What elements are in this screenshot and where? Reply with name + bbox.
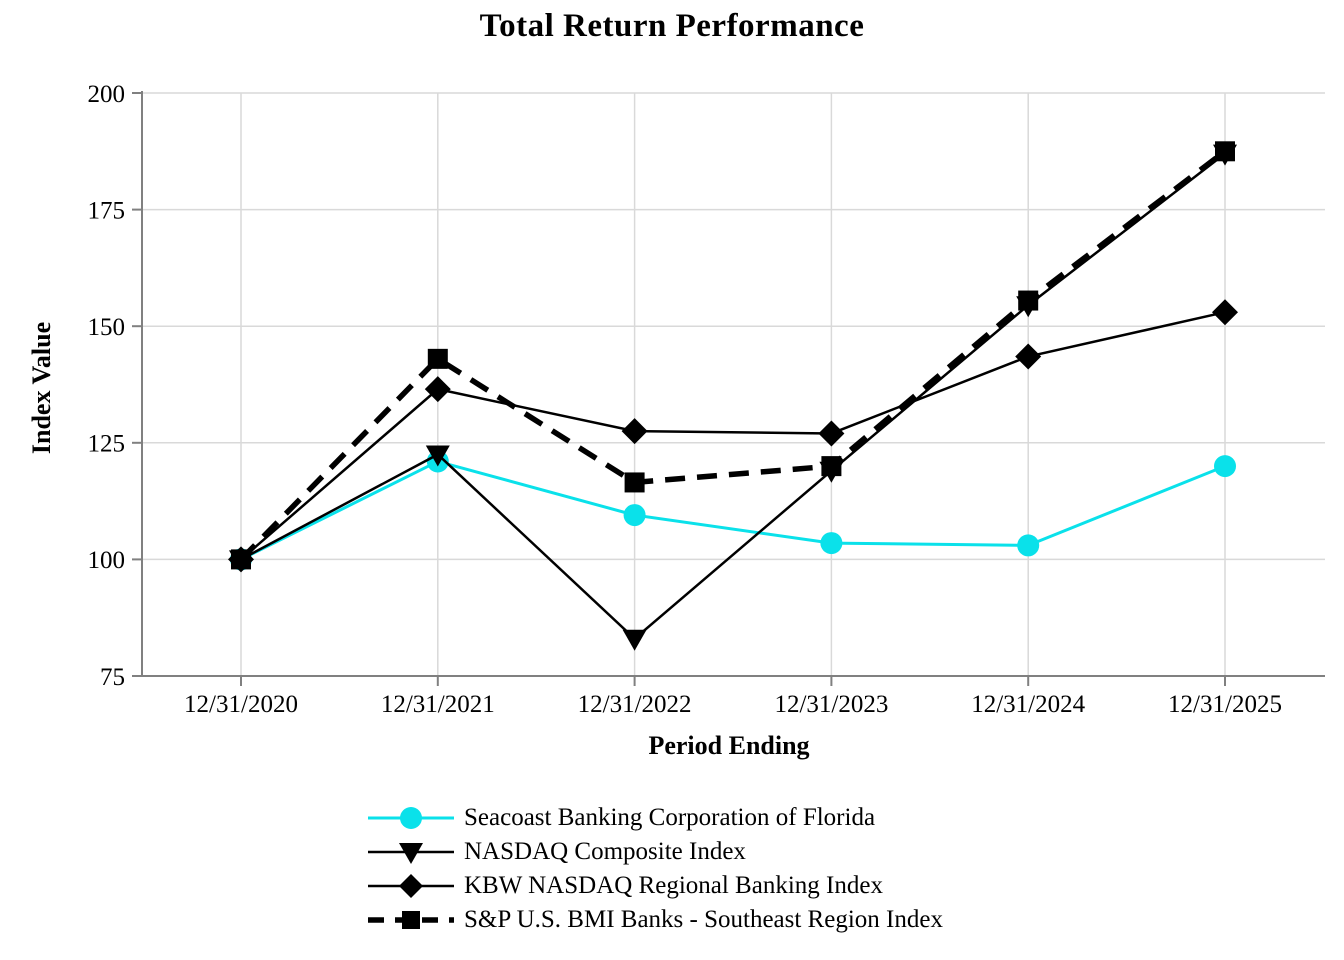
legend-marker-group (400, 807, 422, 829)
series-1 (229, 144, 1237, 651)
series-line (240, 459, 1226, 561)
triangle-down-marker (425, 445, 450, 467)
series-line (240, 310, 1226, 561)
square-marker (231, 549, 251, 570)
square-legend-marker (402, 911, 420, 929)
diamond-marker (424, 376, 451, 403)
x-tick-label: 12/31/2021 (381, 691, 495, 718)
x-tick-label: 12/31/2020 (184, 691, 298, 718)
circle-marker (623, 504, 646, 527)
x-tick-label: 12/31/2022 (578, 691, 692, 718)
legend-item-sp-southeast: S&P U.S. BMI Banks - Southeast Region In… (368, 903, 943, 937)
circle-marker (820, 532, 843, 555)
circle-marker (1214, 455, 1236, 478)
chart-legend: Seacoast Banking Corporation of Florida … (368, 801, 943, 937)
triangle-down-marker (622, 629, 647, 651)
series-2 (228, 299, 1238, 573)
series-3 (231, 141, 1235, 570)
y-tick-label: 150 (88, 314, 126, 341)
square-marker-swatch (368, 911, 454, 929)
legend-marker-group (399, 843, 423, 864)
legend-marker-group (399, 874, 423, 898)
diamond-marker (1212, 299, 1238, 326)
circle-marker-swatch (368, 807, 454, 829)
square-marker (1215, 141, 1235, 162)
diamond-marker (1015, 343, 1042, 370)
chart-title: Total Return Performance (479, 8, 865, 44)
legend-label: KBW NASDAQ Regional Banking Index (464, 872, 883, 899)
y-tick-label: 125 (88, 431, 126, 458)
legend-label: Seacoast Banking Corporation of Florida (464, 804, 876, 831)
series-0 (230, 450, 1236, 571)
diamond-marker-swatch (368, 874, 454, 898)
legend-label: NASDAQ Composite Index (464, 838, 746, 865)
legend-item-kbw-regional: KBW NASDAQ Regional Banking Index (368, 869, 943, 903)
x-tick-label: 12/31/2023 (774, 691, 888, 718)
triangle-down-legend-marker (399, 843, 423, 864)
series-line (239, 149, 1227, 562)
y-tick-label: 200 (88, 81, 126, 108)
circle-legend-marker (400, 807, 422, 829)
legend-item-nasdaq-composite: NASDAQ Composite Index (368, 835, 943, 869)
legend-marker-group (402, 911, 420, 929)
square-marker (624, 472, 645, 493)
diamond-legend-marker (399, 874, 423, 898)
diamond-marker (621, 418, 648, 445)
triangle-marker-swatch (368, 843, 454, 864)
square-marker (821, 456, 842, 477)
series-line (240, 152, 1226, 641)
square-marker (427, 348, 448, 369)
legend-label: S&P U.S. BMI Banks - Southeast Region In… (464, 906, 943, 933)
legend-item-seacoast: Seacoast Banking Corporation of Florida (368, 801, 943, 835)
x-tick-label: 12/31/2025 (1168, 691, 1282, 718)
y-tick-label: 175 (88, 197, 126, 224)
x-axis-title: Period Ending (648, 731, 810, 760)
diamond-marker (818, 420, 845, 447)
y-tick-label: 100 (88, 547, 126, 574)
square-marker (1018, 290, 1039, 311)
circle-marker (1017, 534, 1040, 557)
x-tick-label: 12/31/2024 (971, 691, 1085, 718)
y-tick-label: 75 (100, 664, 125, 691)
